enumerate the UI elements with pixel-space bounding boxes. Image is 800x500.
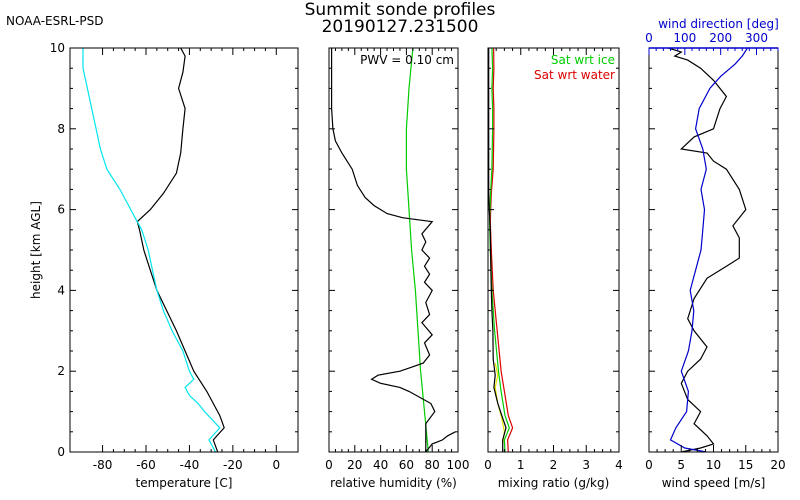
mixing-ratio-annotation-0: Sat wrt ice — [551, 53, 615, 67]
relative-humidity-series-1 — [331, 48, 456, 452]
temperature-ylabel: height [km AGL] — [29, 201, 43, 299]
wind-x2tick-label-1: 100 — [673, 31, 696, 45]
temperature-ytick-label-4: 8 — [57, 122, 65, 136]
mixing-ratio-series-0 — [489, 48, 514, 452]
mixing-ratio-frame — [487, 47, 620, 453]
wind-x2label: wind direction [deg] — [658, 17, 779, 31]
mixing-ratio-annotation-1: Sat wrt water — [534, 68, 615, 82]
relative-humidity-xtick-label-1: 20 — [347, 458, 362, 472]
temperature-series-0 — [136, 48, 225, 452]
mixing-ratio-xtick-label-4: 4 — [615, 458, 623, 472]
mixing-ratio-xtick-label-1: 1 — [517, 458, 525, 472]
wind-frame — [648, 47, 779, 453]
relative-humidity-series-0 — [405, 48, 429, 452]
mixing-ratio-series-1 — [488, 48, 510, 452]
mixing-ratio-xlabel: mixing ratio (g/kg) — [498, 476, 610, 490]
relative-humidity-xlabel: relative humidity (%) — [330, 476, 457, 490]
temperature-ytick-label-3: 6 — [57, 203, 65, 217]
relative-humidity-panel: 0 20 40 60 80 100 relative humidity (%) PWV = 0… — [325, 47, 470, 490]
wind-xtick-label-2: 10 — [706, 458, 721, 472]
temperature-xtick-label-0: -80 — [93, 458, 113, 472]
agency-label: NOAA-ESRL-PSD — [6, 14, 103, 28]
temperature-ytick-label-1: 2 — [57, 364, 65, 378]
wind-series-1 — [669, 48, 749, 452]
wind-xtick-label-0: 0 — [645, 458, 653, 472]
relative-humidity-xtick-label-5: 100 — [447, 458, 470, 472]
temperature-ytick-label-2: 4 — [57, 283, 65, 297]
title-line1: Summit sonde profiles — [305, 0, 496, 20]
relative-humidity-frame — [328, 47, 459, 453]
temperature-ytick-label-0: 0 — [57, 445, 65, 459]
wind-xtick-label-3: 15 — [738, 458, 753, 472]
wind-x2tick-label-0: 0 — [645, 31, 653, 45]
title-line2: 20190127.231500 — [322, 17, 479, 37]
relative-humidity-xtick-label-0: 0 — [325, 458, 333, 472]
temperature-xlabel: temperature [C] — [136, 476, 233, 490]
relative-humidity-xtick-label-2: 40 — [373, 458, 388, 472]
temperature-xtick-label-4: 0 — [272, 458, 280, 472]
wind-x2tick-label-3: 300 — [745, 31, 768, 45]
wind-series-0 — [668, 48, 747, 452]
wind-xtick-label-1: 5 — [677, 458, 685, 472]
relative-humidity-xtick-label-3: 60 — [399, 458, 414, 472]
temperature-panel: 0 2 4 6 8 10 -80 -60 -40 -20 0 temperature [C] heigh… — [29, 41, 299, 490]
temperature-xtick-label-3: -20 — [223, 458, 243, 472]
temperature-series-1 — [82, 48, 221, 452]
relative-humidity-xtick-label-4: 80 — [425, 458, 440, 472]
temperature-frame — [69, 47, 299, 453]
wind-x2tick-label-2: 200 — [709, 31, 732, 45]
mixing-ratio-series-3 — [488, 48, 507, 452]
temperature-xtick-label-2: -40 — [180, 458, 200, 472]
mixing-ratio-xtick-label-0: 0 — [484, 458, 492, 472]
mixing-ratio-xtick-label-3: 3 — [582, 458, 590, 472]
temperature-xtick-label-1: -60 — [136, 458, 156, 472]
wind-xtick-label-4: 20 — [770, 458, 785, 472]
temperature-ytick-label-5: 10 — [50, 41, 65, 55]
wind-xlabel: wind speed [m/s] — [662, 476, 766, 490]
mixing-ratio-xtick-label-2: 2 — [550, 458, 558, 472]
relative-humidity-annotation-0: PWV = 0.10 cm — [360, 53, 454, 67]
